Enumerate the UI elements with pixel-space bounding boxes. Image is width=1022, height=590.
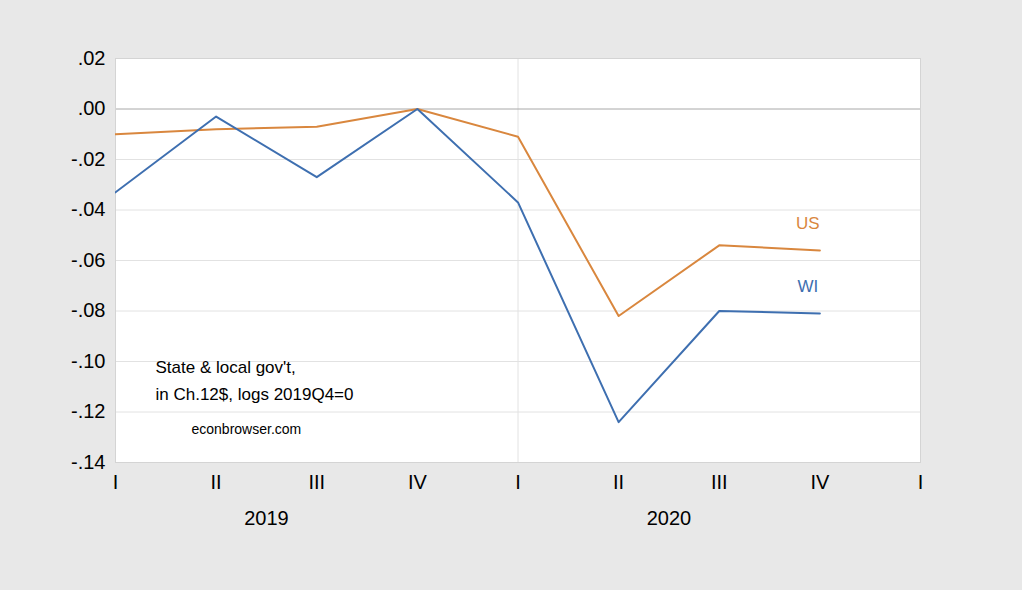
svg-text:.02: .02 <box>78 47 106 69</box>
svg-text:III: III <box>308 471 325 493</box>
svg-text:-.10: -.10 <box>71 350 105 372</box>
svg-text:US: US <box>796 214 820 233</box>
svg-text:I: I <box>515 471 521 493</box>
svg-text:IV: IV <box>810 471 830 493</box>
svg-text:I: I <box>113 471 119 493</box>
svg-text:.00: .00 <box>78 97 106 119</box>
svg-text:2020: 2020 <box>647 507 692 529</box>
svg-text:IV: IV <box>408 471 428 493</box>
svg-text:I: I <box>918 471 924 493</box>
svg-text:II: II <box>211 471 222 493</box>
svg-text:-.08: -.08 <box>71 299 105 321</box>
svg-text:-.04: -.04 <box>71 198 105 220</box>
svg-text:2019: 2019 <box>244 507 289 529</box>
svg-text:III: III <box>711 471 728 493</box>
svg-text:State & local gov't,in Ch.12$,: State & local gov't,in Ch.12$, logs 2019… <box>156 358 354 403</box>
svg-text:-.12: -.12 <box>71 400 105 422</box>
svg-text:econbrowser.com: econbrowser.com <box>192 421 302 437</box>
svg-text:-.02: -.02 <box>71 148 105 170</box>
svg-text:-.14: -.14 <box>71 451 105 473</box>
svg-text:II: II <box>613 471 624 493</box>
svg-text:-.06: -.06 <box>71 249 105 271</box>
svg-text:WI: WI <box>797 277 818 296</box>
